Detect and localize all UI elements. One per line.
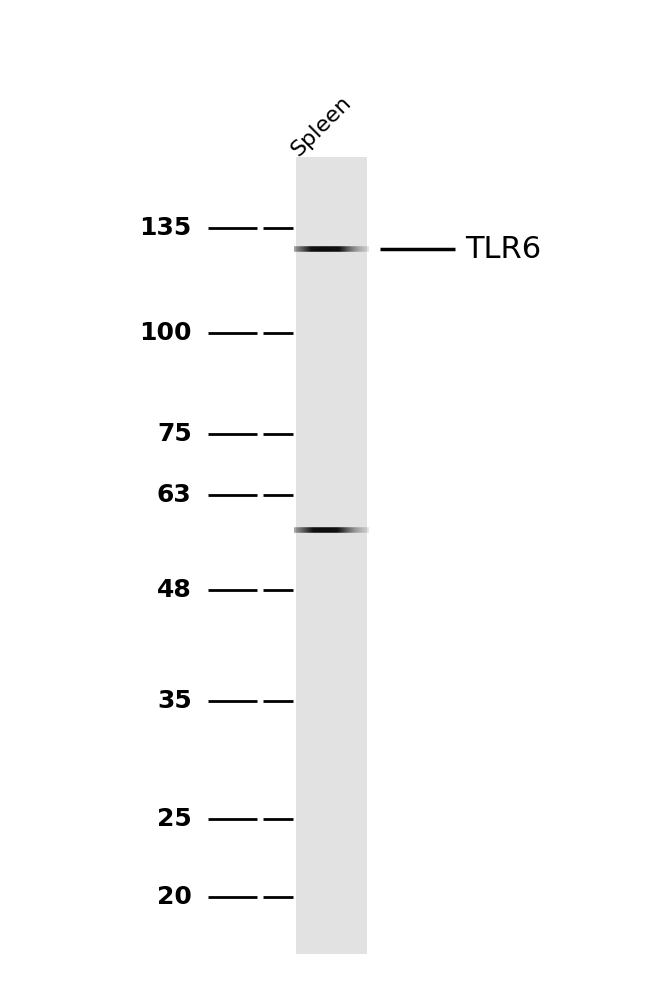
Text: 25: 25 [157, 807, 192, 831]
Text: TLR6: TLR6 [465, 235, 541, 264]
Text: 135: 135 [140, 215, 192, 240]
Text: 48: 48 [157, 579, 192, 602]
Text: 75: 75 [157, 422, 192, 446]
Text: 63: 63 [157, 483, 192, 507]
Bar [296, 157, 367, 954]
Text: 35: 35 [157, 689, 192, 713]
Text: 100: 100 [139, 321, 192, 345]
Text: Spleen: Spleen [287, 92, 355, 159]
Text: 20: 20 [157, 886, 192, 909]
